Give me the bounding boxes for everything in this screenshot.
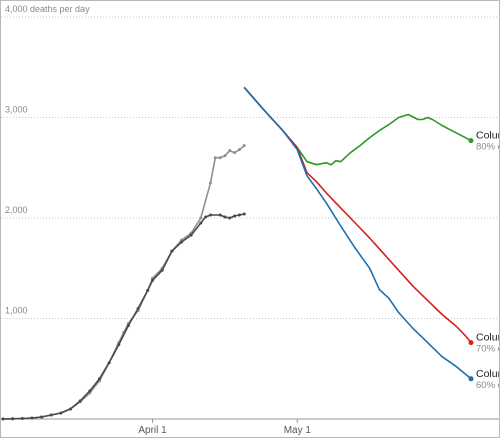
series-lines <box>1 86 474 421</box>
series-0-point-24 <box>213 156 217 160</box>
series-2-endpoint <box>468 138 474 144</box>
series-1-point-22 <box>204 215 208 219</box>
series-1-point-3 <box>30 416 34 420</box>
series-labels: Columbia80% contactColumbia70% contactCo… <box>476 130 499 391</box>
series-1-point-11 <box>107 361 111 365</box>
grid-lines <box>1 16 499 319</box>
series-1-point-16 <box>151 278 155 282</box>
series-line-4 <box>243 86 472 380</box>
series-0-point-25 <box>218 156 222 160</box>
series-line-1 <box>2 213 245 420</box>
series-1-point-7 <box>69 407 73 411</box>
y-tick-label-3000: 3,000 <box>5 105 28 115</box>
series-1-point-19 <box>180 240 184 244</box>
series-1-point-14 <box>136 306 140 310</box>
series-1-point-28 <box>237 213 241 217</box>
series-1-point-18 <box>170 249 174 253</box>
series-0-point-28 <box>233 151 237 155</box>
series-1-point-20 <box>189 233 193 237</box>
series-1-point-17 <box>160 268 164 272</box>
series-1-point-29 <box>242 212 246 216</box>
series-1-point-13 <box>126 324 130 328</box>
series-1-point-21 <box>199 221 203 225</box>
x-axis: April 1 May 1 <box>1 418 499 436</box>
series-1-point-2 <box>20 416 24 420</box>
series-4-endpoint <box>468 376 474 382</box>
series-3-sublabel: 70% contact <box>476 344 499 355</box>
series-3-endpoint <box>468 340 474 346</box>
series-0-point-27 <box>228 149 232 153</box>
x-tick-label-may-1: May 1 <box>284 425 312 436</box>
series-line-3 <box>243 86 472 344</box>
series-1-point-5 <box>49 413 53 417</box>
series-line-0 <box>2 144 245 420</box>
series-line-2 <box>243 86 472 166</box>
y-tick-label-1000: 1,000 <box>5 306 28 316</box>
x-tick-label-april-1: April 1 <box>138 425 167 436</box>
series-1-point-15 <box>146 288 150 292</box>
series-1-point-12 <box>117 343 121 347</box>
series-1-point-0 <box>1 417 5 421</box>
series-1-point-4 <box>40 415 44 419</box>
series-1-point-1 <box>11 417 15 421</box>
series-2-sublabel: 80% contact <box>476 142 499 153</box>
y-tick-label-2000: 2,000 <box>5 205 28 215</box>
series-1-point-25 <box>223 215 227 219</box>
series-1-point-24 <box>218 213 222 217</box>
series-2-name-label: Columbia <box>476 130 499 142</box>
series-4-sublabel: 60% contact <box>476 380 499 391</box>
series-0-point-29 <box>237 148 241 152</box>
y-tick-label-4000: 4,000 deaths per day <box>5 4 90 14</box>
series-1-point-8 <box>78 399 82 403</box>
series-1-point-23 <box>208 213 212 217</box>
series-1-point-26 <box>228 216 232 220</box>
series-0-point-23 <box>208 181 212 185</box>
series-3-name-label: Columbia <box>476 332 499 344</box>
series-4-name-label: Columbia <box>476 368 499 380</box>
series-1-point-9 <box>88 389 92 393</box>
series-1-point-6 <box>59 411 63 415</box>
series-0-point-30 <box>242 144 246 148</box>
series-0-point-26 <box>223 154 227 158</box>
series-1-point-27 <box>233 214 237 218</box>
y-axis-labels: 1,000 2,000 3,000 4,000 deaths per day <box>5 4 90 316</box>
series-1-point-10 <box>97 377 101 381</box>
series-0-point-22 <box>199 216 203 220</box>
